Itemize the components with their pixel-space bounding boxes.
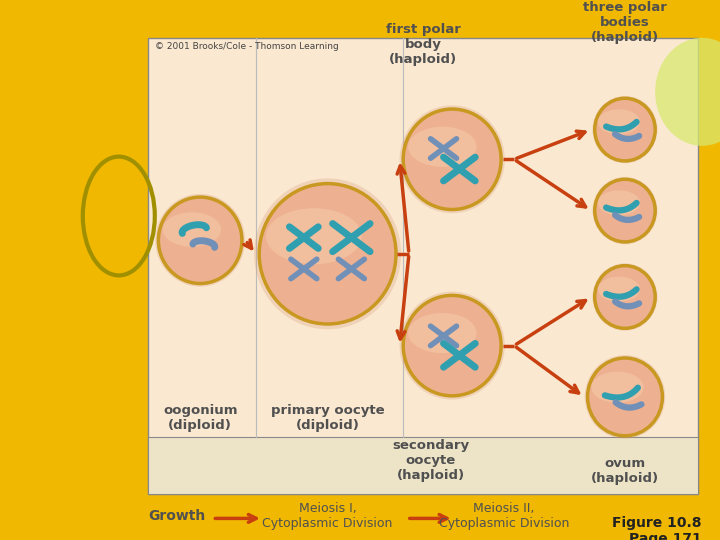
Ellipse shape [598, 190, 640, 215]
Ellipse shape [454, 352, 464, 359]
Ellipse shape [403, 109, 501, 210]
Ellipse shape [400, 292, 505, 400]
Ellipse shape [454, 165, 464, 173]
Ellipse shape [156, 194, 245, 287]
Ellipse shape [591, 372, 644, 403]
Text: oogonium
(diploid): oogonium (diploid) [163, 404, 238, 432]
Ellipse shape [598, 276, 640, 302]
Ellipse shape [158, 197, 242, 284]
Ellipse shape [440, 146, 447, 151]
Ellipse shape [346, 233, 357, 242]
Ellipse shape [585, 355, 665, 438]
Ellipse shape [595, 179, 655, 242]
Ellipse shape [593, 177, 657, 244]
Text: secondary
oocyte
(haploid): secondary oocyte (haploid) [392, 439, 469, 482]
Ellipse shape [598, 109, 640, 134]
Ellipse shape [300, 234, 308, 241]
Ellipse shape [348, 266, 355, 272]
Text: three polar
bodies
(haploid): three polar bodies (haploid) [583, 1, 667, 44]
Ellipse shape [595, 266, 655, 328]
Ellipse shape [408, 127, 477, 167]
Text: Meiosis I,
Cytoplasmic Division: Meiosis I, Cytoplasmic Division [262, 502, 393, 530]
Ellipse shape [655, 38, 720, 146]
Ellipse shape [300, 266, 307, 272]
Bar [148, 437, 698, 494]
Text: first polar
body
(haploid): first polar body (haploid) [386, 23, 461, 66]
Ellipse shape [400, 105, 505, 213]
Ellipse shape [259, 184, 396, 324]
Ellipse shape [163, 212, 221, 247]
Bar [148, 38, 698, 494]
Ellipse shape [593, 96, 657, 163]
Ellipse shape [440, 333, 447, 339]
Text: ovum
(haploid): ovum (haploid) [591, 457, 659, 485]
Ellipse shape [588, 358, 662, 436]
Text: primary oocyte
(diploid): primary oocyte (diploid) [271, 404, 384, 432]
Ellipse shape [593, 264, 657, 330]
Ellipse shape [254, 178, 401, 329]
Ellipse shape [403, 295, 501, 396]
Ellipse shape [266, 208, 362, 264]
Text: Growth: Growth [148, 509, 205, 523]
Text: Figure 10.8
Page 171: Figure 10.8 Page 171 [613, 516, 702, 540]
Text: © 2001 Brooks/Cole - Thomson Learning: © 2001 Brooks/Cole - Thomson Learning [155, 42, 338, 51]
Ellipse shape [595, 98, 655, 161]
Ellipse shape [408, 313, 477, 353]
Text: Meiosis II,
Cytoplasmic Division: Meiosis II, Cytoplasmic Division [438, 502, 570, 530]
